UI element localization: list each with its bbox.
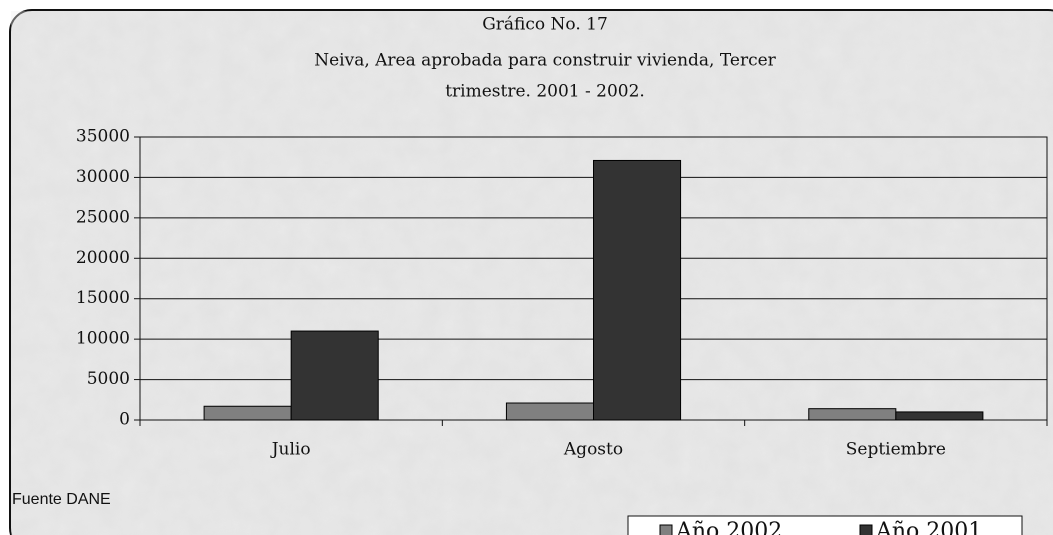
y-tick-label: 5000 <box>87 369 130 389</box>
x-tick-label: Septiembre <box>846 440 946 460</box>
legend-swatch <box>659 524 673 535</box>
x-tick-label: Agosto <box>563 440 623 460</box>
bar <box>808 408 897 421</box>
y-tick-label: 20000 <box>76 248 130 268</box>
legend-box <box>627 515 1023 535</box>
source-note: Fuente DANE <box>12 491 111 508</box>
chart-subtitle: trimestre. 2001 - 2002. <box>445 82 645 102</box>
y-tick-label: 25000 <box>76 207 130 227</box>
y-tick-label: 15000 <box>76 288 130 308</box>
legend-swatch <box>859 524 873 535</box>
y-tick-label: 35000 <box>76 127 130 147</box>
bar <box>593 159 682 421</box>
y-tick-label: 30000 <box>76 167 130 187</box>
y-tick-label: 10000 <box>76 329 130 349</box>
bar <box>290 330 379 421</box>
legend-label: Año 2001 <box>875 519 982 535</box>
bar <box>203 405 292 421</box>
y-tick-label: 0 <box>119 410 130 430</box>
chart-title: Gráfico No. 17 <box>482 15 608 35</box>
x-tick-label: Julio <box>270 440 311 460</box>
chart-subtitle: Neiva, Area aprobada para construir vivi… <box>314 51 776 71</box>
bar <box>895 411 984 421</box>
legend-label: Año 2002 <box>675 519 782 535</box>
texture <box>11 11 1053 535</box>
bar <box>505 402 595 421</box>
